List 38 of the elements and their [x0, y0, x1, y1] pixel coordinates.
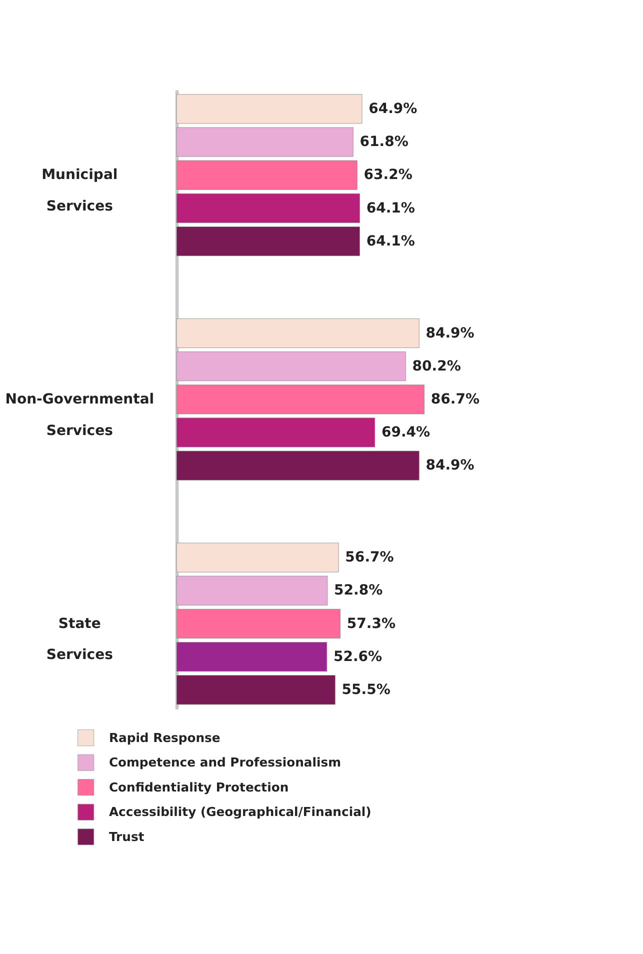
y-tick-label: Non-Governmental Services	[5, 392, 154, 439]
data-label: 52.8%	[334, 582, 383, 599]
bar	[176, 542, 339, 572]
data-label: 64.1%	[366, 233, 415, 250]
data-label: 57.3%	[346, 616, 396, 632]
legend-label: Trust	[108, 830, 144, 844]
bar	[176, 127, 354, 157]
bar	[176, 450, 420, 480]
data-label: 61.8%	[360, 134, 408, 150]
bar	[176, 226, 360, 256]
data-label: 52.6%	[333, 648, 382, 665]
bar	[176, 160, 358, 190]
data-label: 80.2%	[412, 358, 461, 374]
y-tick-label: Municipal Services	[42, 167, 118, 215]
data-label: 55.5%	[342, 682, 390, 698]
y-tick-label: State Services	[46, 616, 113, 664]
bar	[176, 642, 328, 672]
data-label: 84.9%	[426, 458, 474, 474]
bar	[176, 675, 336, 705]
data-label: 64.1%	[366, 200, 415, 216]
bar	[176, 418, 376, 448]
data-label: 56.7%	[345, 550, 394, 566]
bar	[176, 384, 424, 414]
data-label: 63.2%	[364, 167, 412, 184]
data-label: 84.9%	[426, 325, 474, 342]
bar	[176, 352, 406, 382]
bar	[176, 608, 341, 638]
bar	[176, 576, 328, 606]
data-label: 69.4%	[381, 424, 430, 441]
bar	[176, 318, 420, 348]
legend-label: Accessibility (Geographical/Financial)	[108, 805, 372, 820]
legend-label: Competence and Professionalism	[108, 756, 341, 770]
bar	[176, 193, 360, 223]
bar	[176, 94, 362, 124]
legend-label: Confidentiality Protection	[108, 780, 289, 794]
legend-label: Rapid Response	[108, 730, 220, 745]
data-label: 86.7%	[430, 392, 480, 408]
data-label: 64.9%	[368, 101, 418, 118]
